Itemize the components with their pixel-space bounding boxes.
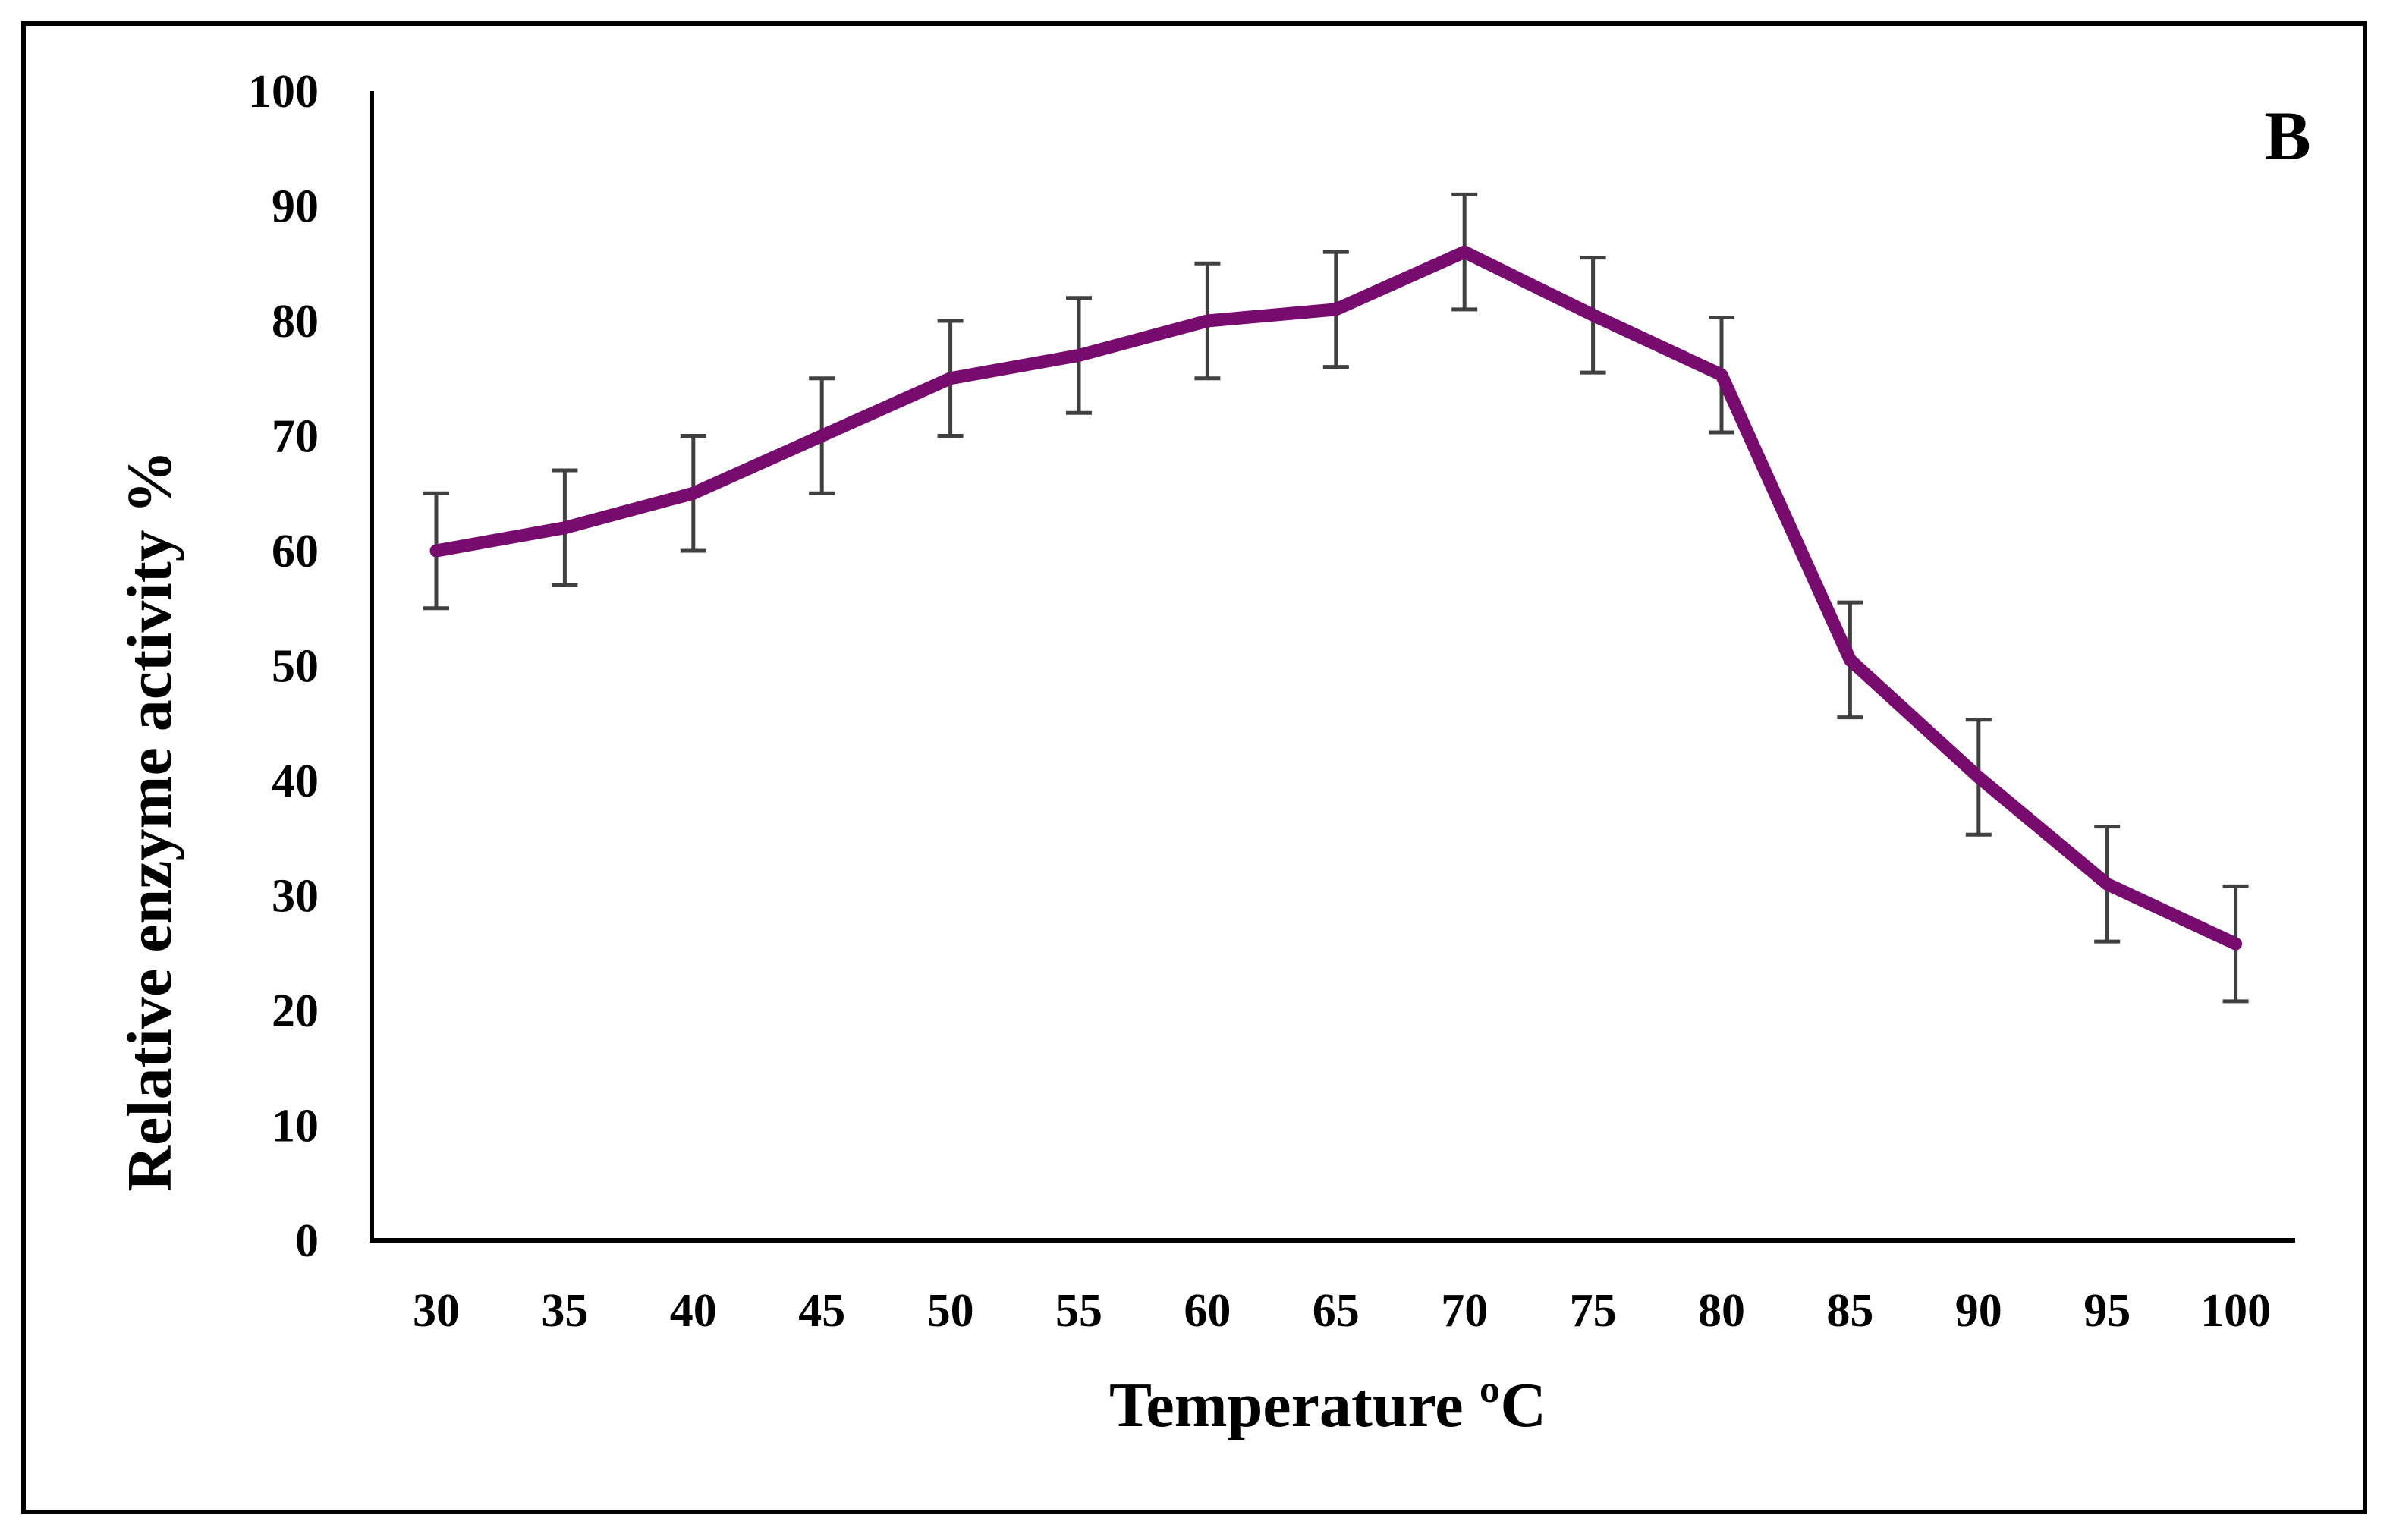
x-tick-label: 80 — [1698, 1285, 1745, 1337]
y-tick-label: 40 — [272, 756, 319, 807]
y-tick-label: 80 — [272, 296, 319, 347]
y-tick-label: 50 — [272, 641, 319, 693]
x-tick-label: 85 — [1826, 1285, 1873, 1337]
y-axis-title: Relative enzyme activity % — [115, 450, 185, 1191]
x-tick-label: 95 — [2083, 1285, 2131, 1337]
x-tick-label: 90 — [1955, 1285, 2002, 1337]
panel-label: B — [2264, 97, 2310, 174]
y-tick-label: 0 — [295, 1215, 319, 1267]
y-tick-labels: 0 10 20 30 40 50 60 70 80 90 100 — [248, 66, 319, 1267]
x-tick-label: 40 — [670, 1285, 717, 1337]
y-tick-label: 30 — [272, 871, 319, 922]
y-tick-label: 100 — [248, 66, 319, 118]
x-axis-title: Temperature ºC — [1109, 1370, 1546, 1441]
x-tick-label: 30 — [413, 1285, 460, 1337]
x-tick-label: 65 — [1313, 1285, 1360, 1337]
y-tick-label: 90 — [272, 181, 319, 233]
axes — [370, 91, 2295, 1243]
x-tick-label: 35 — [541, 1285, 588, 1337]
series-group — [429, 245, 2243, 951]
y-tick-label: 10 — [272, 1101, 319, 1152]
x-tick-labels: 30 35 40 45 50 55 60 65 70 75 80 85 90 95 100 — [413, 1285, 2271, 1337]
x-tick-label: 60 — [1184, 1285, 1231, 1337]
x-tick-label: 45 — [798, 1285, 845, 1337]
x-tick-label: 70 — [1441, 1285, 1488, 1337]
x-tick-label: 75 — [1570, 1285, 1617, 1337]
y-tick-label: 60 — [272, 526, 319, 577]
x-tick-label: 50 — [927, 1285, 974, 1337]
y-tick-label: 70 — [272, 411, 319, 463]
x-tick-label: 100 — [2200, 1285, 2271, 1337]
x-tick-label: 55 — [1055, 1285, 1102, 1337]
y-tick-label: 20 — [272, 985, 319, 1037]
